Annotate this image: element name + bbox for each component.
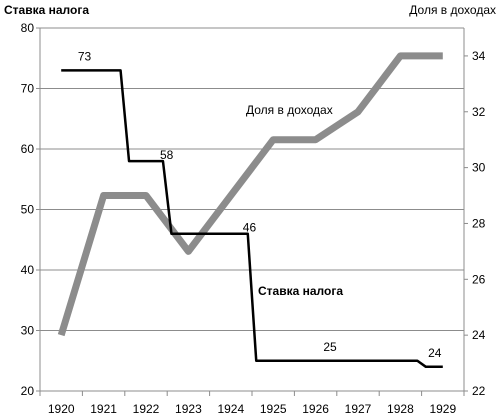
x-tick-label: 1922 (133, 402, 160, 416)
right-tick-label: 22 (472, 384, 486, 398)
left-tick-label: 40 (21, 263, 35, 277)
right-axis-title: Доля в доходах (409, 3, 496, 17)
x-tick-label: 1926 (302, 402, 329, 416)
data-label-rate: 73 (78, 49, 92, 63)
axes (36, 27, 468, 396)
series-line-share (57, 52, 443, 337)
x-tick-label: 1927 (345, 402, 372, 416)
x-tick-label: 1921 (90, 402, 117, 416)
right-tick-label: 32 (472, 105, 486, 119)
x-tick-label: 1925 (260, 402, 287, 416)
right-tick-label: 30 (472, 161, 486, 175)
left-tick-label: 20 (21, 384, 35, 398)
x-tick-label: 1929 (429, 402, 456, 416)
labels: Ставка налога Доля в доходах Доля в дохо… (4, 3, 496, 416)
x-tick-label: 1928 (387, 402, 414, 416)
series (57, 52, 443, 369)
left-tick-label: 80 (21, 21, 35, 35)
x-tick-label: 1920 (48, 402, 75, 416)
left-axis-title: Ставка налога (4, 3, 89, 17)
x-tick-label: 1923 (175, 402, 202, 416)
right-tick-label: 34 (472, 49, 486, 63)
right-tick-label: 28 (472, 216, 486, 230)
left-tick-label: 70 (21, 82, 35, 96)
left-tick-label: 60 (21, 142, 35, 156)
left-tick-label: 30 (21, 324, 35, 338)
series-label-share: Доля в доходах (246, 103, 333, 117)
data-label-rate: 24 (428, 346, 442, 360)
data-label-rate: 25 (323, 340, 337, 354)
data-label-rate: 46 (243, 221, 257, 235)
x-tick-label: 1924 (217, 402, 244, 416)
right-tick-label: 26 (472, 272, 486, 286)
series-label-rate: Ставка налога (258, 284, 343, 298)
left-tick-label: 50 (21, 203, 35, 217)
series-line-rate (61, 69, 443, 369)
right-tick-label: 24 (472, 328, 486, 342)
gridlines (40, 27, 464, 392)
data-label-rate: 58 (160, 148, 174, 162)
